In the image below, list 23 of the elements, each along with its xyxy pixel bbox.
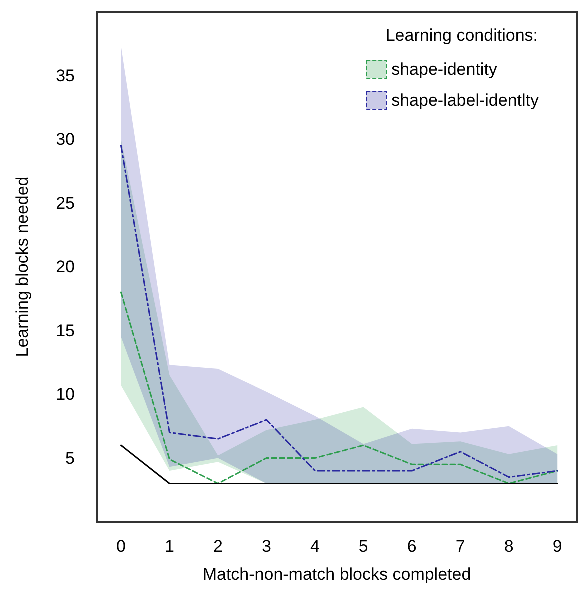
x-axis-title: Match-non-match blocks completed: [202, 565, 472, 584]
legend-label: shape-identity: [392, 60, 498, 79]
x-tick-label: 5: [358, 537, 368, 556]
y-axis-title: Learning blocks needed: [13, 176, 32, 358]
y-tick-label: 20: [56, 258, 75, 276]
x-tick-label: 1: [164, 537, 174, 556]
line-series: [120, 292, 558, 484]
legend-label: shape-label-identlty: [392, 91, 540, 110]
x-tick-label: 0: [116, 537, 126, 556]
y-tick-label: 5: [66, 448, 75, 468]
x-tick-label: 6: [407, 537, 417, 556]
y-tick-label: 25: [56, 194, 75, 213]
x-tick-label: 9: [552, 537, 562, 556]
legend-title: Learning conditions:: [386, 26, 538, 45]
x-tick-label: 2: [213, 537, 223, 556]
y-tick-label: 10: [56, 385, 75, 404]
y-tick-label: 30: [56, 130, 75, 149]
y-tick-label: 35: [56, 66, 75, 86]
y-tick-label: 15: [56, 321, 75, 340]
x-tick-label: 3: [262, 537, 272, 556]
x-tick-label: 4: [310, 537, 320, 556]
x-tick-label: 7: [456, 537, 466, 556]
x-tick-label: 8: [504, 537, 514, 556]
